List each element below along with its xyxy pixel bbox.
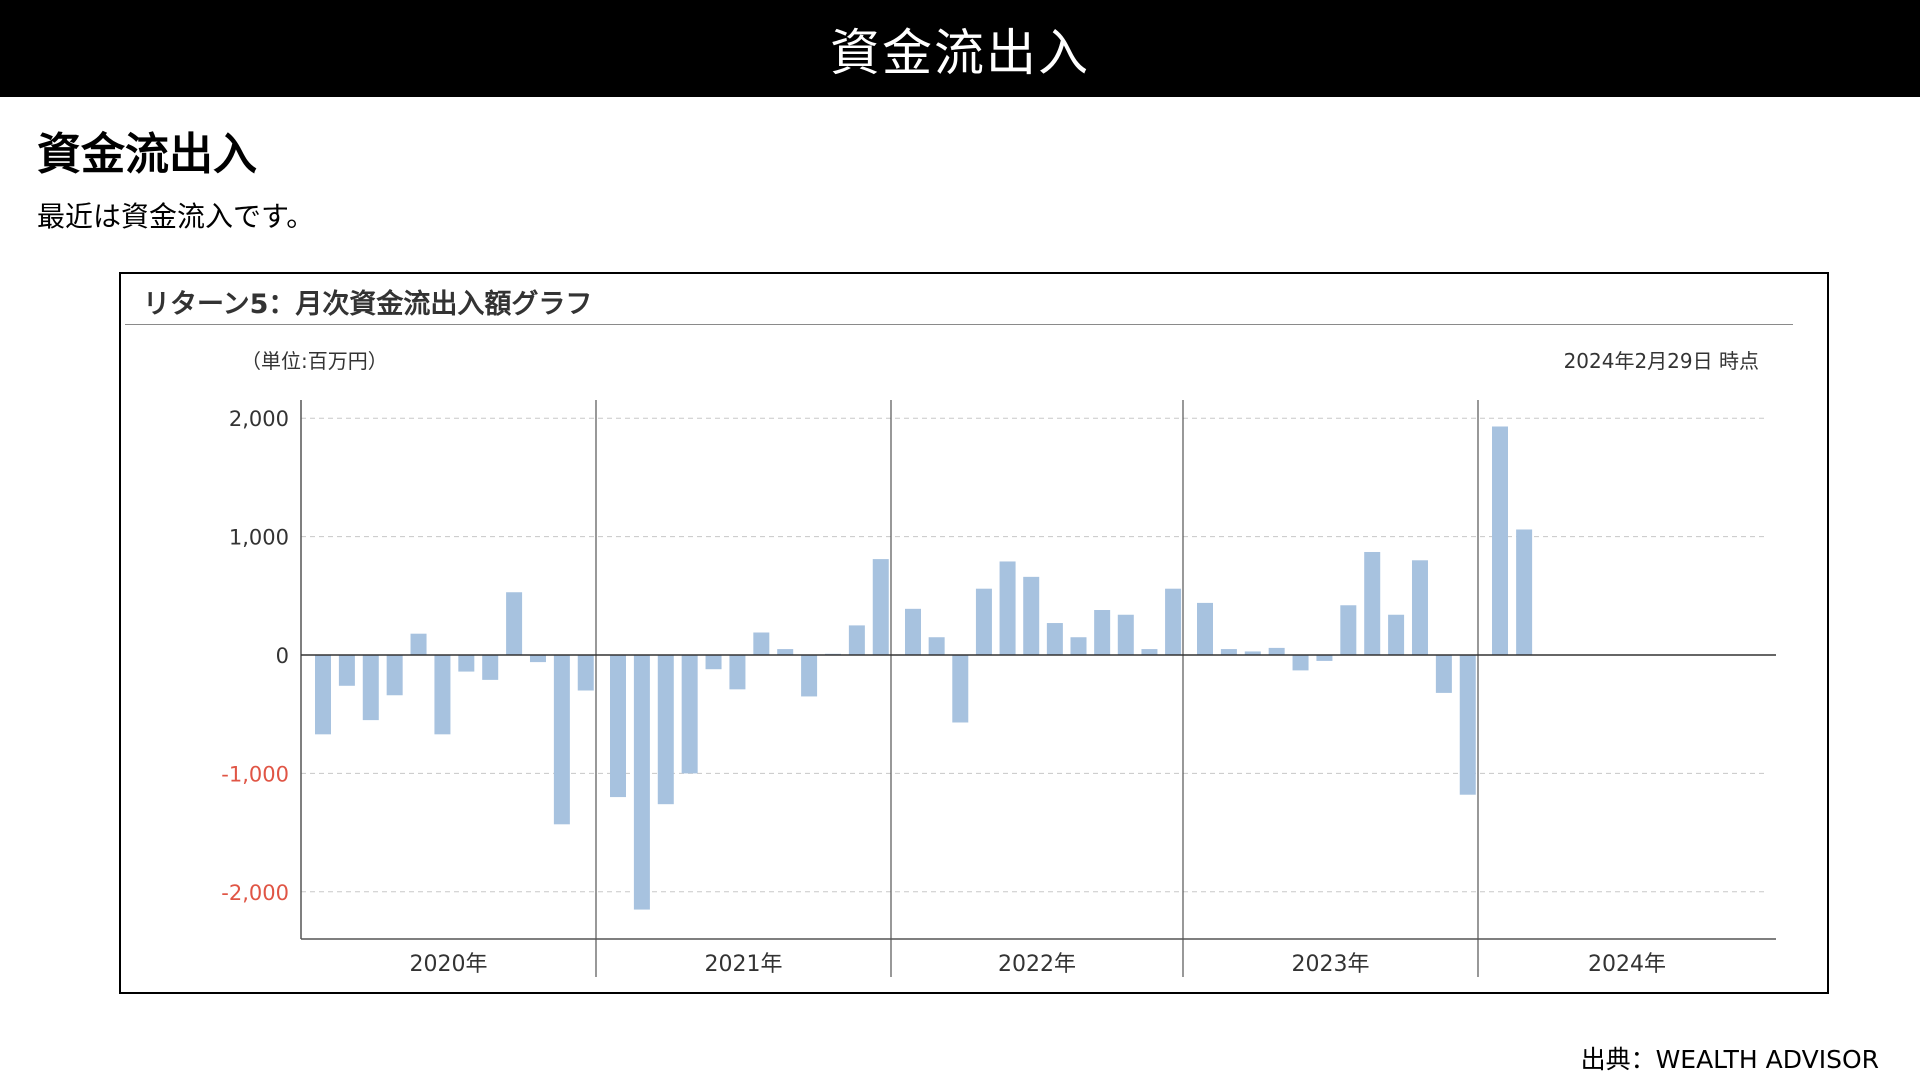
- bar-2022-12: [1165, 588, 1182, 655]
- bar-2023-04: [1268, 647, 1285, 655]
- y-tick-label: 0: [276, 644, 289, 668]
- bar-2023-03: [1244, 651, 1261, 655]
- bar-2021-02: [633, 655, 650, 910]
- bar-2023-08: [1364, 551, 1381, 655]
- y-tick-label: -1,000: [221, 762, 289, 786]
- section-title: 資金流出入: [37, 129, 257, 180]
- bar-2021-11: [848, 625, 865, 655]
- as-of-date-label: 2024年2月29日 時点: [1564, 349, 1759, 373]
- bar-2023-12: [1459, 655, 1476, 795]
- bar-2021-06: [729, 655, 746, 690]
- bar-2020-01: [315, 655, 331, 735]
- x-tick-label-2022: 2022年: [998, 952, 1076, 977]
- bar-2023-02: [1220, 649, 1237, 655]
- bar-2023-09: [1388, 614, 1405, 655]
- bar-2022-09: [1094, 610, 1111, 655]
- bar-2022-04: [975, 588, 992, 655]
- page-header: 資金流出入: [0, 0, 1920, 97]
- bar-2022-10: [1117, 614, 1134, 655]
- bar-2022-03: [952, 655, 969, 723]
- source-credit: 出典：WEALTH ADVISOR: [1580, 1045, 1879, 1074]
- bar-2021-09: [801, 655, 818, 697]
- x-tick-label-2023: 2023年: [1292, 952, 1370, 977]
- bar-2020-06: [434, 655, 451, 735]
- page-header-title: 資金流出入: [830, 23, 1090, 82]
- bar-2023-07: [1340, 605, 1357, 655]
- x-tick-label-2021: 2021年: [705, 952, 783, 977]
- chart-title-divider: [125, 324, 1793, 325]
- bar-2022-11: [1141, 649, 1158, 655]
- bar-2024-02: [1516, 529, 1533, 655]
- bar-2020-04: [386, 655, 403, 696]
- bar-2020-07: [458, 655, 475, 672]
- bar-2022-02: [928, 637, 945, 655]
- bar-2022-07: [1046, 623, 1063, 655]
- y-tick-label: -2,000: [221, 881, 289, 905]
- x-tick-label-2020: 2020年: [410, 952, 488, 977]
- bar-2023-10: [1411, 560, 1428, 655]
- bar-2024-01: [1492, 426, 1508, 655]
- bar-2022-08: [1070, 637, 1087, 655]
- bar-2021-05: [705, 655, 722, 670]
- chart-panel: リターン5：月次資金流出入額グラフ （単位:百万円） 2024年2月29日 時点 2…: [119, 272, 1829, 994]
- bar-2020-05: [410, 633, 427, 655]
- bar-2023-11: [1435, 655, 1452, 693]
- chart-title: リターン5：月次資金流出入額グラフ: [143, 289, 593, 320]
- bar-2020-10: [529, 655, 546, 663]
- unit-label: （単位:百万円）: [241, 349, 388, 373]
- bar-2020-03: [362, 655, 379, 721]
- bar-2020-11: [553, 655, 570, 825]
- y-tick-label: 1,000: [229, 526, 289, 550]
- bar-2021-01: [610, 655, 626, 798]
- bar-2021-12: [872, 559, 889, 655]
- x-tick-label-2024: 2024年: [1588, 952, 1666, 977]
- bar-2020-08: [482, 655, 499, 680]
- bar-2020-09: [506, 592, 523, 655]
- bar-2021-08: [777, 649, 794, 655]
- bar-2022-05: [999, 561, 1016, 655]
- bar-2021-07: [753, 632, 770, 655]
- y-tick-label: 2,000: [229, 407, 289, 431]
- bar-chart: （単位:百万円） 2024年2月29日 時点 2,000 1,000 0 -1,000 -2…: [221, 349, 1776, 977]
- section-description: 最近は資金流入です。: [37, 200, 315, 233]
- bar-2020-02: [338, 655, 355, 686]
- bar-2021-03: [657, 655, 674, 805]
- bar-2020-12: [577, 655, 594, 691]
- bar-2021-04: [681, 655, 698, 774]
- bar-2023-05: [1292, 655, 1309, 671]
- bar-2023-01: [1197, 602, 1213, 655]
- bar-2022-06: [1023, 576, 1040, 655]
- bar-2023-06: [1316, 655, 1333, 661]
- bar-2022-01: [905, 608, 921, 655]
